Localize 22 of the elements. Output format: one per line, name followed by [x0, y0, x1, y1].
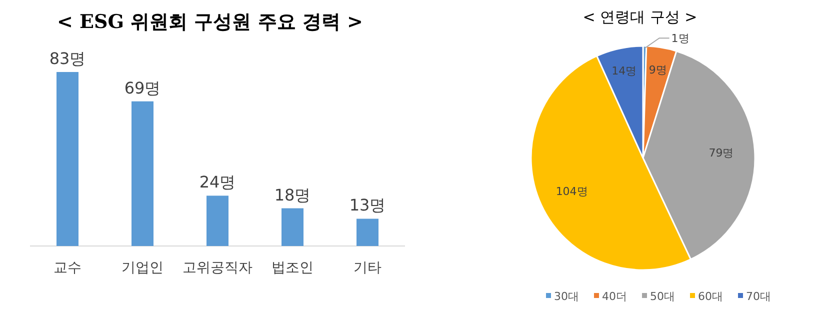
data-label: 1명: [671, 32, 690, 46]
data-label: 83명: [49, 49, 86, 68]
legend-label: 50대: [650, 290, 675, 303]
x-tick-label: 교수: [54, 260, 82, 276]
data-label: 24명: [199, 172, 236, 192]
legend-label: 30대: [554, 290, 579, 303]
data-label: 69명: [124, 78, 161, 98]
data-label: 104명: [556, 184, 588, 198]
chart-title: < 연령대 구성 >: [582, 8, 698, 26]
data-label: 9명: [648, 64, 667, 77]
legend-label: 40더: [602, 290, 627, 303]
x-tick-label: 고위공직자: [182, 260, 252, 276]
x-tick-label: 기타: [354, 260, 382, 276]
data-label: 13명: [349, 196, 386, 215]
legend-label: 60대: [698, 290, 723, 303]
data-label: 18명: [274, 185, 311, 204]
chart-title: < ESG 위원회 구성원 주요 경력 >: [57, 11, 363, 33]
x-tick-label: 기업인: [122, 260, 164, 276]
data-label: 14명: [612, 64, 637, 78]
x-tick-label: 법조인: [272, 260, 314, 276]
data-label: 79명: [708, 146, 734, 160]
legend-label: 70대: [746, 290, 771, 303]
